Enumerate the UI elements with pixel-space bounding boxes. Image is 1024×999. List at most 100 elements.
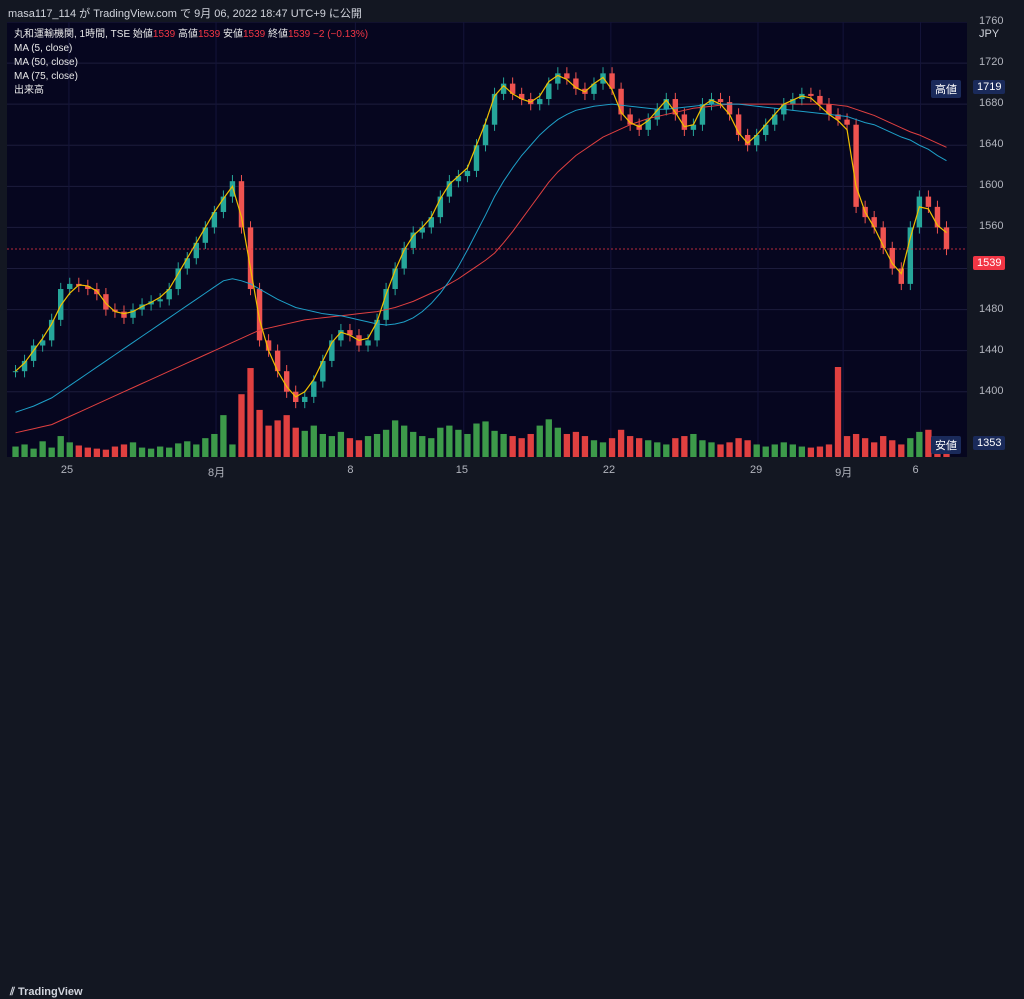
- candle-body: [39, 340, 46, 346]
- volume-bar: [256, 409, 263, 457]
- candle-body: [817, 95, 823, 105]
- price-tick-label: 1640: [979, 138, 1004, 151]
- time-tick-label: 8月: [208, 467, 226, 479]
- time-tick-label: 29: [749, 464, 763, 476]
- volume-bar: [84, 447, 91, 457]
- candle-body: [166, 289, 172, 300]
- candle-body: [283, 371, 290, 392]
- volume-bar: [310, 425, 317, 457]
- volume-bar: [807, 447, 815, 457]
- volume-bar: [744, 440, 751, 457]
- volume-bar: [247, 368, 254, 457]
- volume-bar: [382, 429, 390, 457]
- ma75-legend[interactable]: MA (75, close): [14, 71, 78, 82]
- candle-body: [907, 227, 914, 284]
- high-value: 1539: [197, 29, 221, 40]
- footer: ⫽ TradingView: [0, 490, 1024, 998]
- candle-body: [537, 99, 543, 105]
- volume-bar: [401, 425, 408, 457]
- volume-legend[interactable]: 出来高: [14, 85, 44, 96]
- candle-body: [844, 119, 850, 125]
- volume-bar: [138, 447, 146, 457]
- chart-area[interactable]: [7, 21, 967, 457]
- candle-body: [247, 227, 254, 290]
- price-chart[interactable]: [7, 21, 967, 457]
- volume-bar: [437, 427, 444, 457]
- open-value: 1539: [152, 29, 176, 40]
- volume-bar: [590, 440, 598, 457]
- volume-bar: [581, 436, 589, 457]
- chart-legend: 丸和運輸機関, 1時間, TSE 始値1539 高値1539 安値1539 終値…: [14, 28, 368, 98]
- volume-bar: [328, 436, 336, 457]
- candle-body: [374, 319, 380, 341]
- candle-body: [735, 114, 742, 135]
- volume-bar: [898, 444, 905, 457]
- volume-bar: [645, 440, 652, 457]
- candle-body: [419, 227, 425, 233]
- ma5-line: [15, 74, 947, 398]
- price-tick-label: 1400: [979, 384, 1004, 397]
- candle-body: [21, 360, 28, 372]
- volume-bars: [12, 367, 950, 457]
- volume-bar: [184, 441, 191, 457]
- candle-body: [112, 309, 118, 312]
- candle-body: [600, 73, 606, 84]
- ma50-line: [15, 103, 947, 413]
- ma5-legend[interactable]: MA (5, close): [14, 43, 73, 54]
- candle-body: [500, 83, 507, 94]
- high-tag-label: 高値: [931, 80, 961, 98]
- volume-bar: [780, 442, 787, 457]
- candle-body: [58, 289, 64, 320]
- candle-body: [491, 93, 498, 125]
- symbol-label: 丸和運輸機関, 1時間, TSE: [14, 29, 131, 40]
- volume-bar: [889, 440, 896, 457]
- volume-bar: [21, 444, 28, 457]
- ma50-legend[interactable]: MA (50, close): [14, 57, 78, 68]
- volume-bar: [654, 442, 661, 457]
- candle-body: [383, 289, 389, 320]
- candle-body: [916, 196, 923, 228]
- price-axis[interactable]: JPY 140014401480152015601600164016801720…: [931, 15, 1024, 457]
- brand-label: TradingView: [17, 986, 83, 998]
- candle-body: [67, 283, 73, 290]
- candle-body: [573, 78, 579, 89]
- candle-body: [717, 99, 724, 103]
- candle-body: [808, 93, 814, 96]
- time-tick-label: 25: [60, 464, 74, 476]
- candle-body: [546, 83, 552, 100]
- volume-bar: [391, 420, 399, 457]
- volume-bar: [473, 423, 480, 457]
- price-tick-label: 1680: [979, 97, 1004, 110]
- candle-body: [265, 340, 272, 351]
- candle-body: [509, 83, 516, 94]
- candle-body: [853, 124, 859, 207]
- volume-bar: [75, 445, 82, 457]
- volume-bar: [527, 433, 534, 457]
- candle-body: [482, 124, 489, 146]
- candle-body: [220, 196, 227, 212]
- low-tag-label: 安値: [931, 436, 961, 454]
- volume-bar: [726, 442, 733, 457]
- high-tag-value: 1719: [973, 80, 1006, 94]
- volume-bar: [563, 433, 571, 457]
- volume-bar: [509, 436, 516, 457]
- volume-bar: [861, 438, 869, 457]
- candle-body: [654, 109, 660, 120]
- candle-body: [103, 294, 109, 310]
- price-tick-label: 1440: [979, 343, 1004, 356]
- grid-lines: [7, 21, 967, 457]
- volume-bar: [663, 444, 670, 457]
- candle-body: [699, 104, 706, 125]
- volume-bar: [156, 446, 164, 457]
- candle-body: [175, 268, 181, 290]
- time-axis[interactable]: 25 8月 8 15 22 29 9月 6: [7, 457, 967, 485]
- volume-bar: [816, 446, 824, 457]
- candle-body: [835, 114, 841, 120]
- candle-body: [518, 93, 525, 100]
- low-label: 安値: [222, 29, 243, 40]
- volume-bar: [455, 429, 462, 457]
- volume-bar: [608, 438, 616, 457]
- volume-bar: [202, 438, 209, 457]
- tradingview-logo[interactable]: ⫽ TradingView: [10, 986, 83, 999]
- volume-bar: [482, 421, 489, 457]
